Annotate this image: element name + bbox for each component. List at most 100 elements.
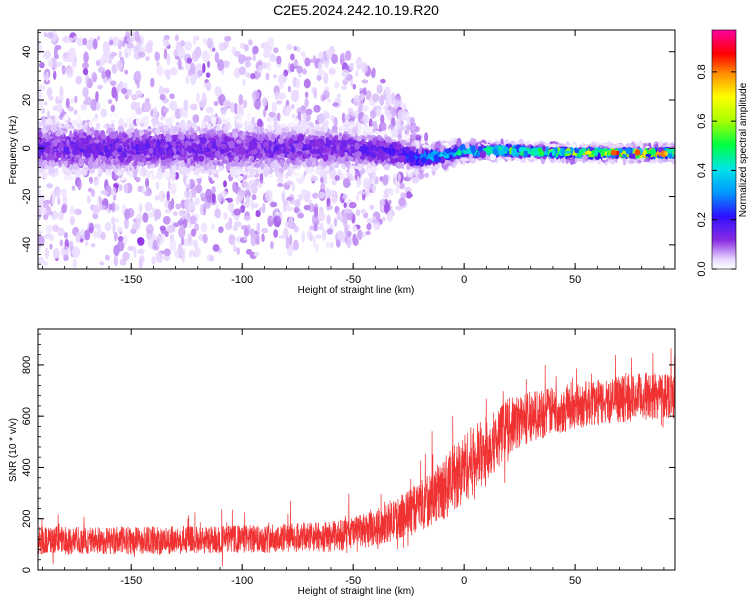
spectrogram-cell xyxy=(326,228,334,235)
spectrogram-cell xyxy=(194,46,202,59)
spectrogram-cell xyxy=(55,61,63,68)
spectrogram-cell xyxy=(57,227,65,237)
spectrogram-cell xyxy=(192,114,200,123)
spectrogram-cell xyxy=(188,250,193,259)
spectrogram-cell xyxy=(185,74,190,85)
spectrogram-cell xyxy=(77,179,82,191)
spectrogram-cell xyxy=(189,215,197,225)
spectrogram-cell xyxy=(110,51,118,57)
spectrogram-cell xyxy=(274,91,280,101)
spectrogram-cell xyxy=(331,179,337,186)
spectrogram-cell xyxy=(317,212,326,222)
spectrogram-cell xyxy=(330,196,338,204)
spectrogram-cell xyxy=(38,244,42,250)
spectrogram-cell xyxy=(53,70,57,80)
spectrogram-cell xyxy=(328,67,336,75)
spectrogram-cell xyxy=(348,201,357,209)
spectrogram-cell xyxy=(306,230,312,240)
spectrogram-cell xyxy=(334,81,340,89)
spectrogram-cell xyxy=(307,166,314,174)
spectrogram-cell xyxy=(362,177,371,190)
spectrogram-cell xyxy=(218,42,227,51)
spectrogram-cell xyxy=(256,222,261,234)
spectrogram-cell xyxy=(317,113,326,123)
spectrogram-cell xyxy=(184,41,192,51)
spectrogram-cell xyxy=(291,104,295,110)
spectrogram-cell xyxy=(179,40,186,47)
spectrogram-cell xyxy=(197,69,203,77)
spectrogram-cell xyxy=(38,187,41,197)
spectrogram-cell xyxy=(196,35,200,41)
spectrogram-cell xyxy=(177,58,182,69)
spectrogram-cell xyxy=(152,106,158,119)
spectrogram-cell xyxy=(223,180,227,188)
spectrogram-cell xyxy=(121,88,128,94)
spectrogram-cell xyxy=(164,69,171,76)
spectrogram-cell xyxy=(392,126,397,137)
spectrogram-cell xyxy=(353,95,361,107)
spectrogram-cell xyxy=(405,191,412,199)
spectrogram-cell xyxy=(392,134,396,138)
spectrogram-cell xyxy=(361,79,369,84)
spectrogram-cell xyxy=(99,261,105,266)
spectrogram-cell xyxy=(249,73,256,80)
spectrogram-cell xyxy=(270,201,278,208)
spectrogram-cell xyxy=(90,189,95,198)
spectrogram-cell xyxy=(128,123,135,129)
spectrogram-cell xyxy=(361,62,369,74)
spectrogram-cell xyxy=(356,176,360,188)
spectrogram-cell xyxy=(152,239,158,250)
spectrogram-cell xyxy=(336,210,341,221)
spectrogram-cell xyxy=(275,211,280,216)
spectrogram-cell xyxy=(328,47,336,54)
spectrogram-cell xyxy=(56,96,64,101)
spectrogram-cell xyxy=(327,98,332,103)
spectrogram-cell xyxy=(95,60,101,66)
spectrogram-cell xyxy=(158,86,164,96)
spectrogram-cell xyxy=(329,189,337,198)
spectrogram-cell xyxy=(383,174,388,184)
spectrogram-cell xyxy=(385,98,390,107)
spectrogram-cell xyxy=(265,72,270,81)
spectrogram-cell xyxy=(252,45,259,55)
spectrogram-cell xyxy=(111,64,118,74)
spectrogram-cell xyxy=(38,43,43,54)
spectrogram-cell xyxy=(245,248,253,255)
spectrogram-cell xyxy=(144,202,153,212)
spectrogram-cell xyxy=(48,59,54,68)
spectrogram-cell xyxy=(178,47,186,60)
spectrogram-cell xyxy=(344,225,349,236)
spectrogram-cell xyxy=(86,39,94,51)
spectrogram-cell xyxy=(60,188,68,197)
spectrogram-cell xyxy=(135,90,143,99)
spectrogram-cell xyxy=(217,193,223,202)
spectrogram-cell xyxy=(80,229,86,240)
spectrogram-cell xyxy=(225,221,233,231)
spectrogram-cell xyxy=(291,113,296,119)
spectrogram-cell xyxy=(158,190,166,202)
spectrogram-cell xyxy=(315,234,322,239)
spectrogram-cell xyxy=(186,57,192,64)
spectrogram-cell xyxy=(111,86,117,99)
spectrogram-cell xyxy=(137,51,146,58)
spectrogram-cell xyxy=(126,42,135,49)
spectrogram-cell xyxy=(266,45,273,52)
spectrogram-cell xyxy=(336,238,341,248)
spectrogram-cell xyxy=(220,190,228,197)
spectrogram-cell xyxy=(124,69,129,75)
spectrogram-cell xyxy=(281,193,285,203)
spectrogram-cell xyxy=(211,47,216,52)
spectrogram-cell xyxy=(342,193,348,200)
spectrogram-cell xyxy=(297,193,304,202)
spectrogram-cell xyxy=(173,211,178,217)
spectrogram-cell xyxy=(69,205,75,215)
spectrogram-cell xyxy=(62,67,67,73)
spectrogram-cell xyxy=(152,119,157,129)
spectrogram-cell xyxy=(179,106,183,118)
spectrogram-cell xyxy=(255,72,262,78)
spectrogram-cell xyxy=(109,39,114,46)
spectrogram-cell xyxy=(113,255,118,267)
spectrogram-cell xyxy=(84,96,92,106)
spectrogram-cell xyxy=(105,221,112,232)
spectrogram-cell xyxy=(194,197,200,206)
